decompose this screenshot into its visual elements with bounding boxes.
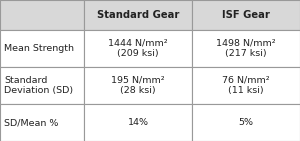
Bar — [84, 67, 192, 104]
Text: 5%: 5% — [238, 118, 253, 127]
Text: 1498 N/mm²
(217 ksi): 1498 N/mm² (217 ksi) — [216, 39, 276, 58]
Text: ISF Gear: ISF Gear — [222, 10, 270, 20]
Bar — [0, 0, 84, 30]
Text: 76 N/mm²
(11 ksi): 76 N/mm² (11 ksi) — [222, 76, 270, 95]
Text: 1444 N/mm²
(209 ksi): 1444 N/mm² (209 ksi) — [108, 39, 168, 58]
Bar — [192, 0, 300, 30]
Bar — [84, 0, 192, 30]
Bar — [192, 30, 300, 67]
Bar — [0, 104, 84, 141]
Text: 14%: 14% — [128, 118, 148, 127]
Bar — [192, 67, 300, 104]
Text: 195 N/mm²
(28 ksi): 195 N/mm² (28 ksi) — [111, 76, 165, 95]
Text: Mean Strength: Mean Strength — [4, 44, 74, 53]
Text: SD/Mean %: SD/Mean % — [4, 118, 59, 127]
Bar — [0, 67, 84, 104]
Bar — [84, 104, 192, 141]
Bar — [0, 30, 84, 67]
Bar — [84, 30, 192, 67]
Bar — [192, 104, 300, 141]
Text: Standard
Deviation (SD): Standard Deviation (SD) — [4, 76, 74, 95]
Text: Standard Gear: Standard Gear — [97, 10, 179, 20]
